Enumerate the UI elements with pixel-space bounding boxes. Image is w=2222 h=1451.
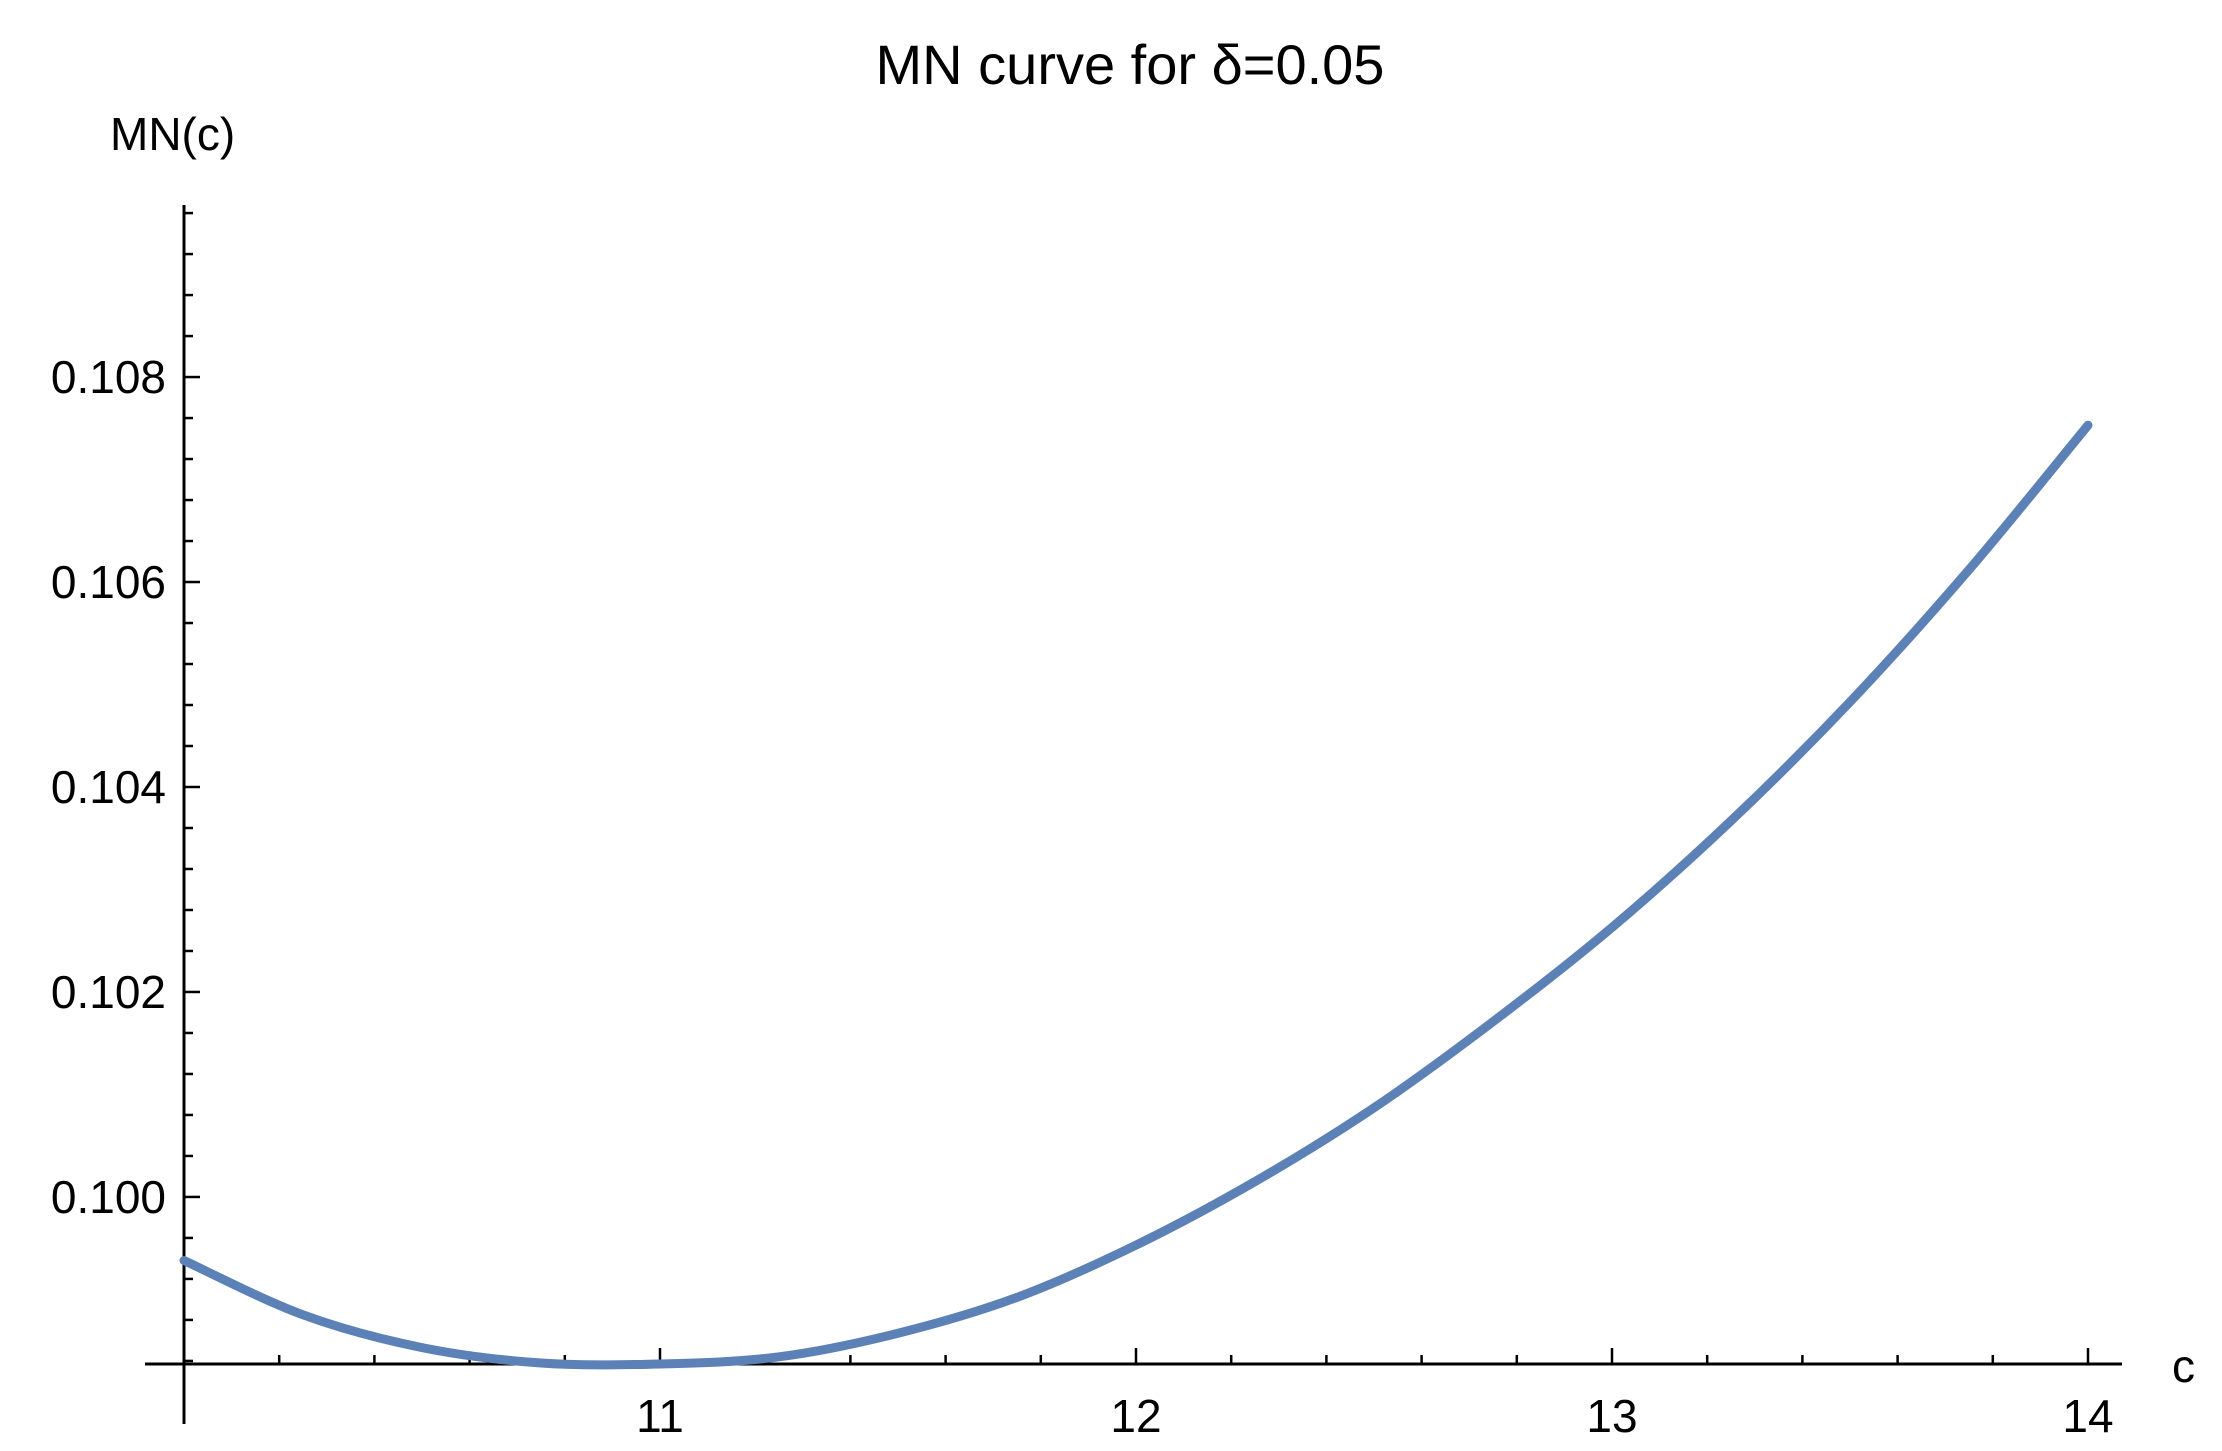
- y-axis-ticks: 0.100 0.102 0.104 0.106 0.108: [51, 211, 200, 1363]
- y-tick-label: 0.104: [51, 761, 166, 813]
- y-tick-label: 0.108: [51, 351, 166, 403]
- x-axis-label: c: [2172, 1340, 2195, 1392]
- x-tick-label: 14: [2062, 1390, 2113, 1442]
- x-axis-ticks: 11 12 13 14: [182, 1348, 2114, 1442]
- x-tick-label: 13: [1586, 1390, 1637, 1442]
- y-axis-label: MN(c): [110, 108, 235, 160]
- y-tick-label: 0.106: [51, 556, 166, 608]
- x-tick-label: 12: [1110, 1390, 1161, 1442]
- y-tick-label: 0.100: [51, 1171, 166, 1223]
- x-tick-label: 11: [636, 1390, 684, 1442]
- y-tick-label: 0.102: [51, 966, 166, 1018]
- chart-title: MN curve for δ=0.05: [876, 33, 1385, 96]
- series-line: [179, 420, 2093, 1370]
